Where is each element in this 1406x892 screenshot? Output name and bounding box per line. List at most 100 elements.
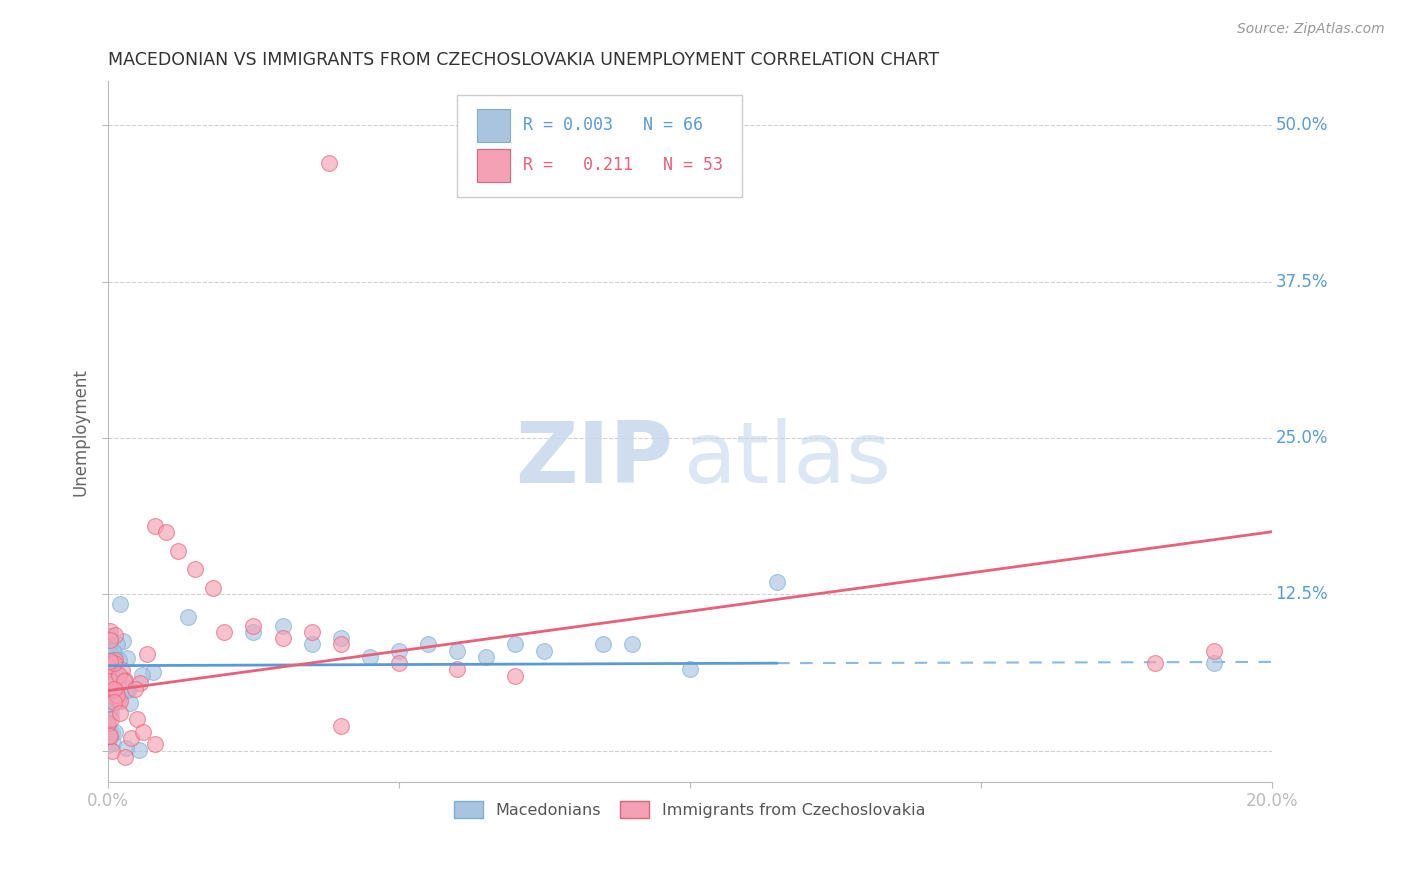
Point <box>101 664 124 678</box>
Point <box>112 674 135 689</box>
Point <box>98 639 121 653</box>
Point <box>124 682 146 697</box>
Point <box>184 562 207 576</box>
Point <box>201 581 224 595</box>
Text: MACEDONIAN VS IMMIGRANTS FROM CZECHOSLOVAKIA UNEMPLOYMENT CORRELATION CHART: MACEDONIAN VS IMMIGRANTS FROM CZECHOSLOV… <box>108 51 939 69</box>
Point <box>104 649 127 664</box>
Point <box>101 686 124 700</box>
Point <box>1144 656 1167 670</box>
Point <box>100 705 122 719</box>
Point <box>115 740 138 755</box>
Point <box>97 729 120 743</box>
Point <box>100 660 122 674</box>
Bar <box>477 149 509 182</box>
Point <box>388 656 411 670</box>
Point <box>97 703 120 717</box>
Point <box>128 743 150 757</box>
Point <box>98 724 121 739</box>
Point <box>129 676 152 690</box>
Point <box>115 683 138 698</box>
Point <box>318 155 340 169</box>
Point <box>98 629 121 643</box>
Point <box>214 624 236 639</box>
Point <box>107 669 129 683</box>
Point <box>416 637 439 651</box>
Point <box>143 518 166 533</box>
Point <box>271 631 294 645</box>
Point <box>97 648 120 662</box>
Point <box>97 640 120 654</box>
Text: Source: ZipAtlas.com: Source: ZipAtlas.com <box>1237 22 1385 37</box>
Text: 50.0%: 50.0% <box>1275 116 1327 134</box>
Point <box>104 693 127 707</box>
Point <box>301 637 323 651</box>
Point <box>105 637 128 651</box>
Point <box>97 654 120 668</box>
Point <box>112 634 135 648</box>
Point <box>142 665 165 679</box>
Point <box>136 647 159 661</box>
Point <box>101 689 124 703</box>
Point <box>177 609 200 624</box>
Point <box>101 644 124 658</box>
Point <box>103 695 125 709</box>
Point <box>533 643 555 657</box>
Point <box>104 725 127 739</box>
Point <box>446 662 468 676</box>
Point <box>1202 656 1225 670</box>
Text: atlas: atlas <box>685 418 891 501</box>
Point <box>155 524 177 539</box>
Point <box>100 730 122 744</box>
Text: 12.5%: 12.5% <box>1275 585 1327 603</box>
Point <box>592 637 614 651</box>
Point <box>118 697 141 711</box>
Point <box>108 706 131 721</box>
Point <box>1202 643 1225 657</box>
Point <box>127 713 149 727</box>
Text: 25.0%: 25.0% <box>1275 429 1327 447</box>
Point <box>104 628 127 642</box>
Point <box>97 716 120 731</box>
Point <box>98 657 121 671</box>
Point <box>108 694 131 708</box>
Point <box>117 681 139 696</box>
Point <box>103 657 125 671</box>
Point <box>388 643 411 657</box>
Point <box>98 624 121 638</box>
Point <box>107 653 129 667</box>
Point <box>104 653 127 667</box>
Point <box>104 671 127 685</box>
Point <box>103 684 125 698</box>
Point <box>505 637 527 651</box>
Point <box>103 673 125 688</box>
Point <box>98 729 121 743</box>
Point <box>359 649 381 664</box>
Point <box>98 674 121 689</box>
FancyBboxPatch shape <box>457 95 742 197</box>
Text: 37.5%: 37.5% <box>1275 273 1327 291</box>
Point <box>329 719 352 733</box>
Point <box>100 653 122 667</box>
Point <box>108 598 131 612</box>
Point <box>132 725 155 739</box>
Point <box>97 663 120 677</box>
Point <box>97 738 120 752</box>
Point <box>98 645 121 659</box>
Point <box>329 631 352 645</box>
Point <box>101 735 124 749</box>
Point <box>120 731 142 746</box>
Text: ZIP: ZIP <box>515 418 672 501</box>
Point <box>446 643 468 657</box>
Y-axis label: Unemployment: Unemployment <box>72 368 89 496</box>
Point <box>242 618 264 632</box>
Point <box>766 574 789 589</box>
Point <box>97 687 120 701</box>
Point <box>475 649 498 664</box>
Point <box>105 688 128 702</box>
Point <box>143 738 166 752</box>
Point <box>98 654 121 668</box>
Point <box>105 688 128 702</box>
Point <box>97 660 120 674</box>
Point <box>104 664 127 678</box>
Point <box>97 717 120 731</box>
